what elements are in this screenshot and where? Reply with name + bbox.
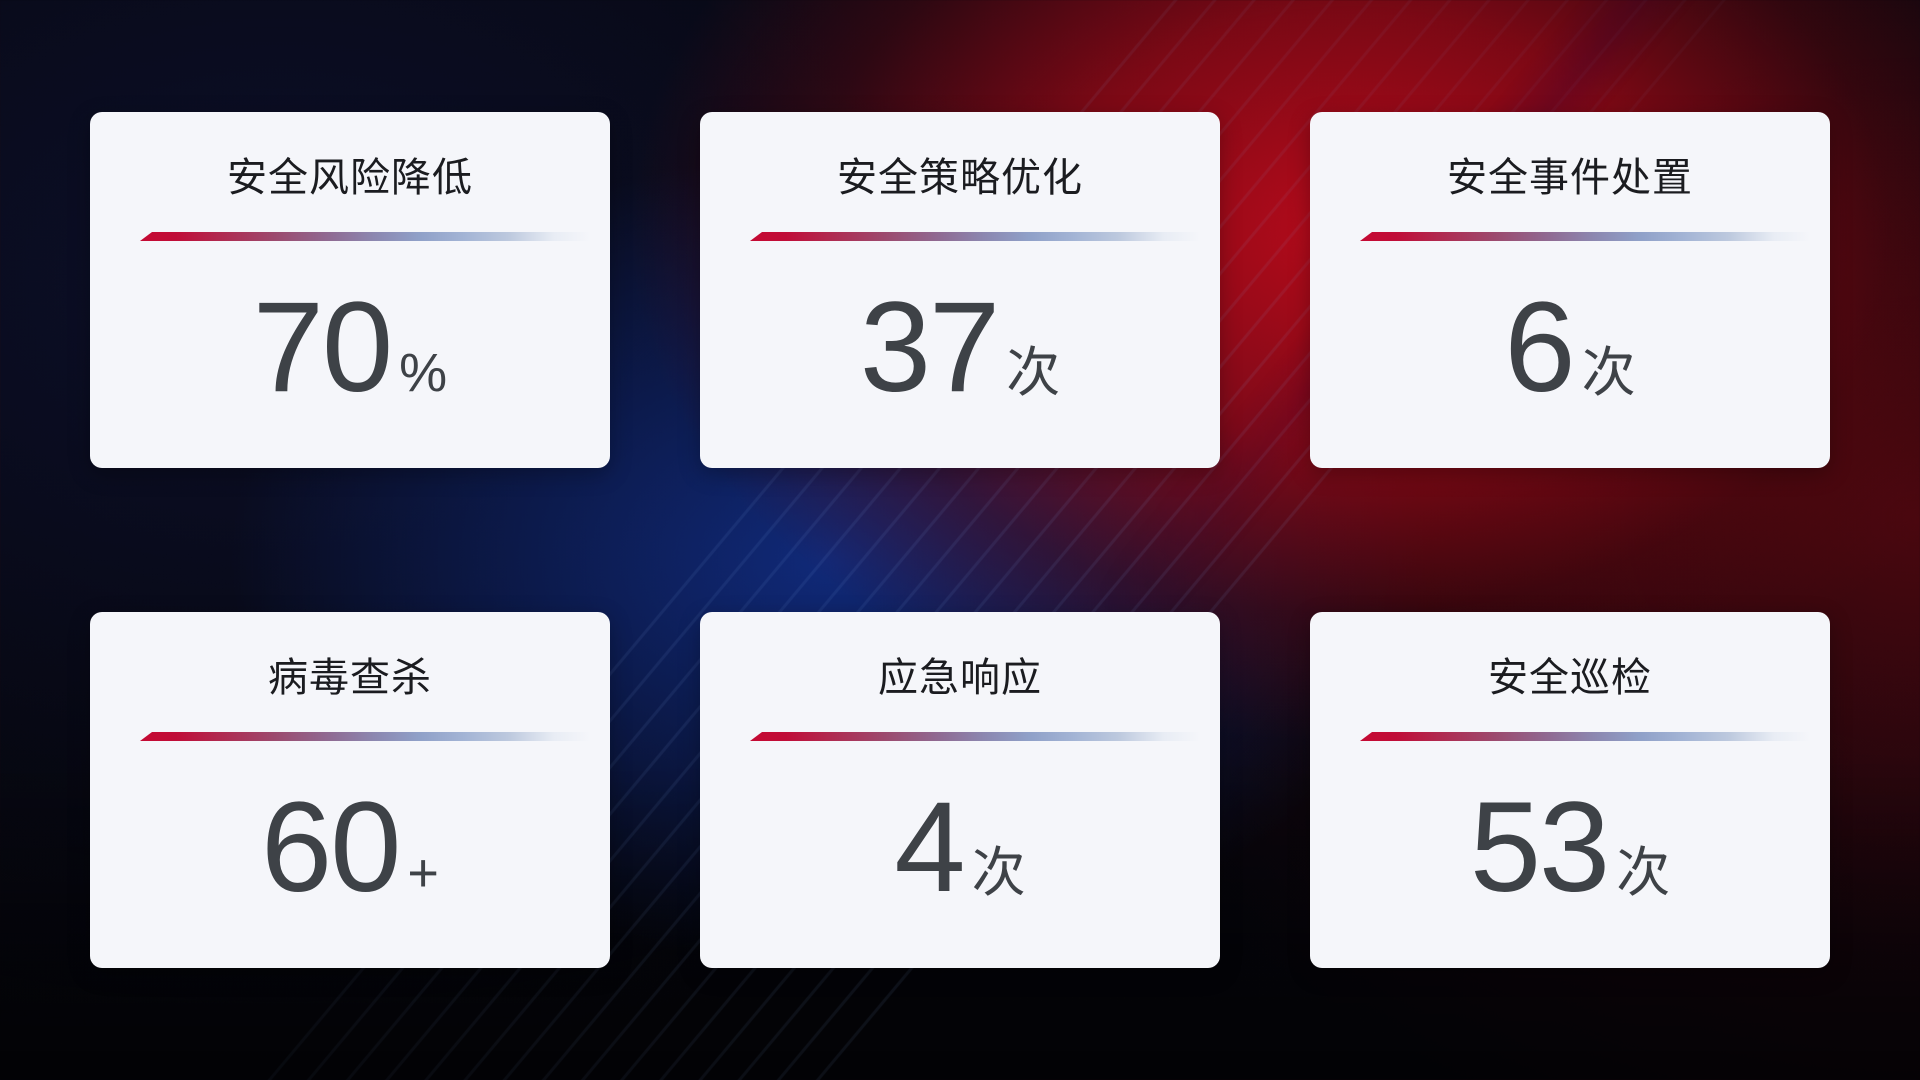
stat-card-value: 4 次: [894, 784, 1025, 912]
stat-card-title: 安全风险降低: [227, 156, 473, 200]
stat-value-unit: %: [399, 343, 448, 403]
stat-value-unit: 次: [971, 843, 1026, 903]
stat-card-value: 60 +: [261, 784, 439, 912]
stat-card-risk-reduction: 安全风险降低 70 %: [90, 112, 610, 468]
stat-card-policy-optimization: 安全策略优化 37 次: [700, 112, 1220, 468]
stat-card-title: 安全事件处置: [1447, 156, 1693, 200]
stat-card-divider: [1360, 732, 1810, 741]
stat-value-unit: 次: [1581, 343, 1636, 403]
stat-card-title: 安全巡检: [1488, 656, 1652, 700]
stat-card-divider: [1360, 232, 1810, 241]
stat-value-number: 37: [859, 276, 1000, 419]
stat-card-divider: [750, 232, 1200, 241]
stat-card-divider: [750, 732, 1200, 741]
stat-card-incident-handling: 安全事件处置 6 次: [1310, 112, 1830, 468]
stat-value-number: 70: [252, 276, 393, 419]
stat-card-security-inspection: 安全巡检 53 次: [1310, 612, 1830, 968]
stat-value-number: 53: [1469, 776, 1610, 919]
stat-value-number: 4: [894, 776, 965, 919]
stat-card-divider: [140, 232, 590, 241]
stat-card-title: 安全策略优化: [837, 156, 1083, 200]
stat-value-number: 60: [261, 776, 401, 919]
stat-card-value: 6 次: [1504, 284, 1635, 412]
stat-card-divider: [140, 732, 590, 741]
stat-value-unit: 次: [1006, 343, 1061, 403]
stat-card-value: 70 %: [253, 284, 447, 412]
stat-value-unit: 次: [1616, 843, 1671, 903]
stat-value-number: 6: [1504, 276, 1575, 419]
stat-card-virus-scan: 病毒查杀 60 +: [90, 612, 610, 968]
stat-card-value: 53 次: [1470, 784, 1670, 912]
stat-card-value: 37 次: [860, 284, 1060, 412]
stat-card-title: 病毒查杀: [268, 656, 432, 700]
stat-value-unit: +: [407, 843, 439, 903]
stat-card-title: 应急响应: [878, 656, 1042, 700]
stat-card-emergency-response: 应急响应 4 次: [700, 612, 1220, 968]
